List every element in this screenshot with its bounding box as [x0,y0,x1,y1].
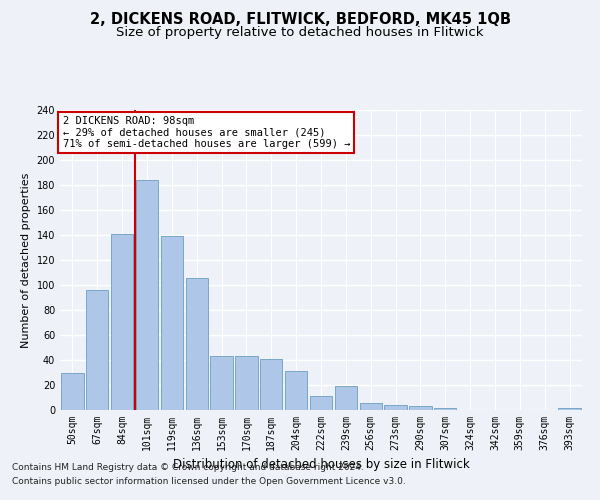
Bar [359,402,382,410]
Bar [136,180,158,410]
X-axis label: Distribution of detached houses by size in Flitwick: Distribution of detached houses by size … [173,458,469,471]
Bar [260,359,283,410]
Bar [235,356,257,410]
Bar [409,406,431,410]
Text: 2 DICKENS ROAD: 98sqm
← 29% of detached houses are smaller (245)
71% of semi-det: 2 DICKENS ROAD: 98sqm ← 29% of detached … [62,116,350,149]
Bar [61,372,83,410]
Bar [559,408,581,410]
Bar [211,356,233,410]
Bar [111,234,133,410]
Bar [285,371,307,410]
Bar [310,396,332,410]
Text: Contains HM Land Registry data © Crown copyright and database right 2024.: Contains HM Land Registry data © Crown c… [12,464,364,472]
Text: Size of property relative to detached houses in Flitwick: Size of property relative to detached ho… [116,26,484,39]
Bar [86,290,109,410]
Bar [335,386,357,410]
Y-axis label: Number of detached properties: Number of detached properties [21,172,31,348]
Text: 2, DICKENS ROAD, FLITWICK, BEDFORD, MK45 1QB: 2, DICKENS ROAD, FLITWICK, BEDFORD, MK45… [89,12,511,28]
Bar [434,408,457,410]
Bar [161,236,183,410]
Bar [185,278,208,410]
Text: Contains public sector information licensed under the Open Government Licence v3: Contains public sector information licen… [12,477,406,486]
Bar [385,405,407,410]
